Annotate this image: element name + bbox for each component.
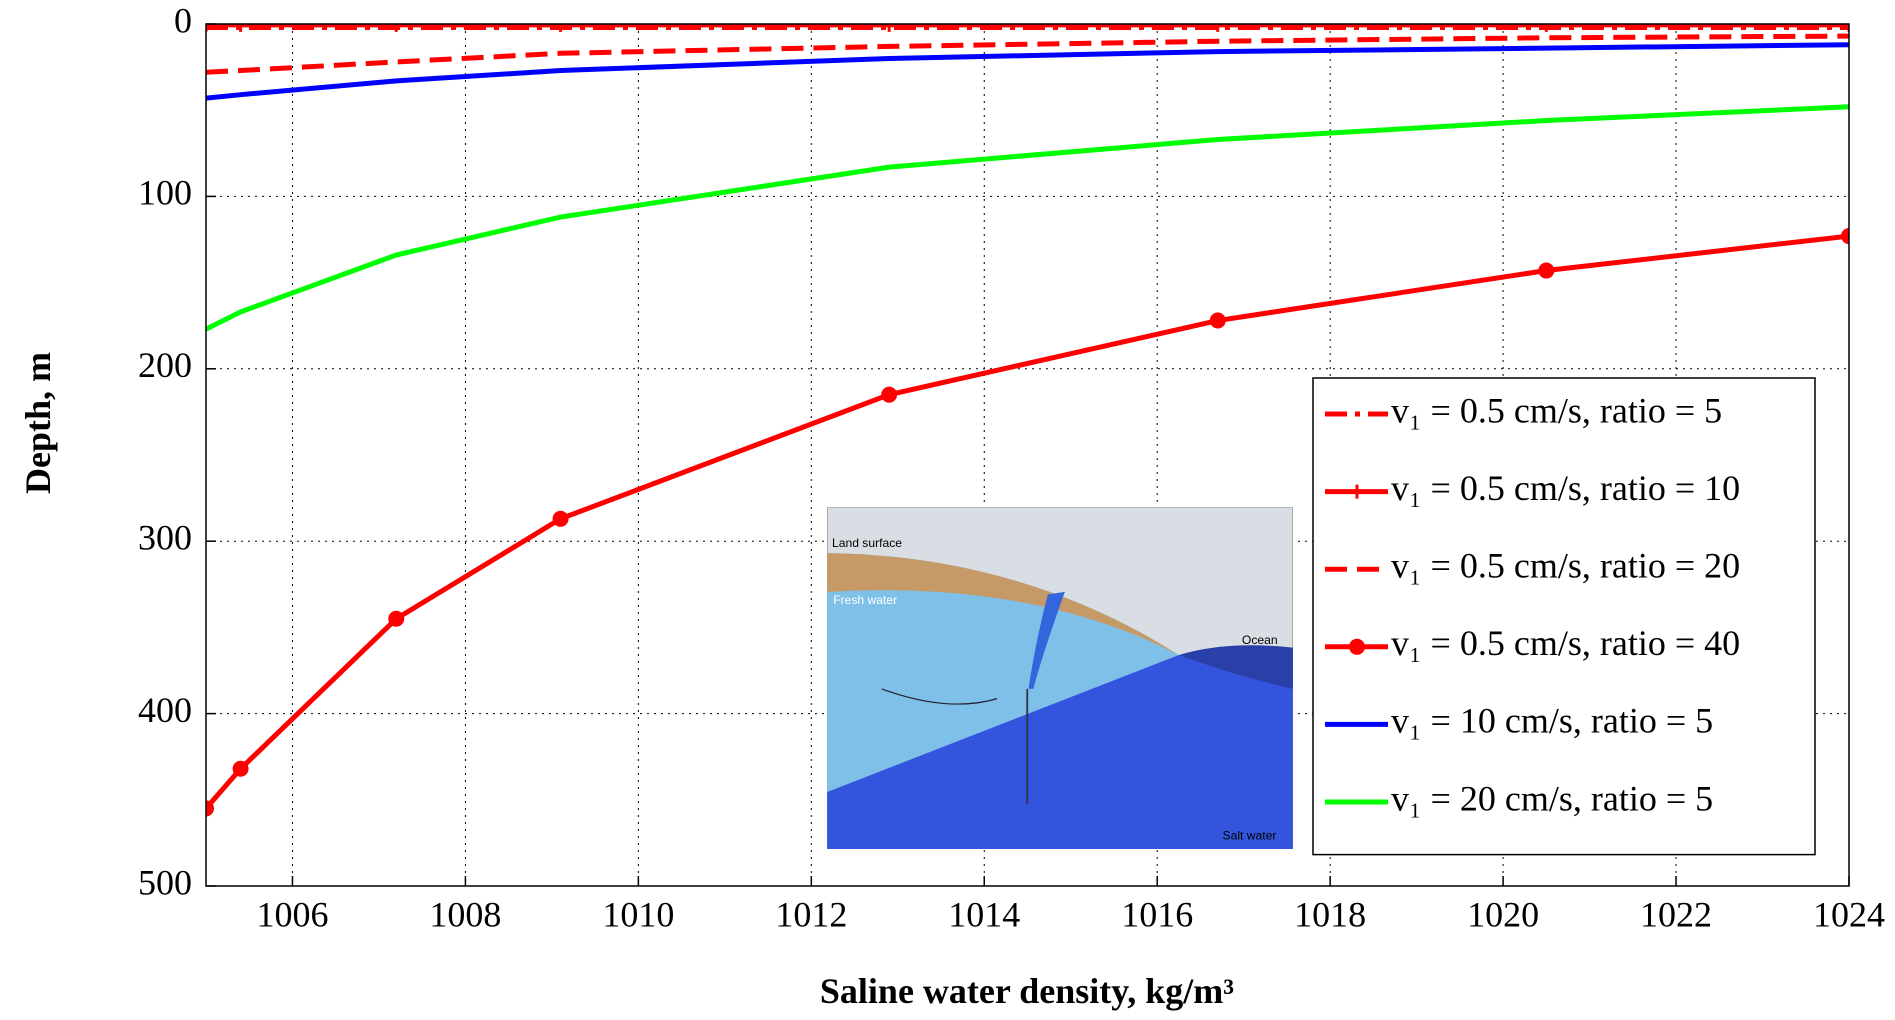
marker — [882, 24, 897, 32]
x-tick-label: 1012 — [775, 894, 847, 934]
x-tick-label: 1020 — [1467, 894, 1539, 934]
marker — [1209, 312, 1226, 329]
x-tick-label: 1014 — [948, 894, 1020, 934]
y-tick-label: 400 — [138, 690, 192, 730]
inset-label: Ocean — [1242, 633, 1278, 647]
y-tick-label: 300 — [138, 517, 192, 557]
marker — [206, 800, 214, 817]
x-tick-label: 1010 — [602, 894, 674, 934]
marker — [552, 510, 569, 527]
x-tick-label: 1018 — [1294, 894, 1366, 934]
y-tick-label: 500 — [138, 862, 192, 902]
legend-box — [1312, 377, 1816, 856]
marker — [881, 386, 898, 403]
series-line — [206, 33, 1849, 75]
marker — [1841, 228, 1849, 245]
legend-label: v₁ = 0.5 cm/s, ratio = 5 — [1391, 390, 1722, 430]
legend-marker — [1349, 638, 1365, 655]
y-tick-label: 200 — [138, 345, 192, 385]
x-tick-label: 1016 — [1121, 894, 1193, 934]
marker — [389, 24, 404, 32]
marker — [1210, 24, 1225, 32]
plot-frame — [205, 23, 1850, 887]
legend-label: v₁ = 10 cm/s, ratio = 5 — [1391, 701, 1713, 741]
spring — [1028, 591, 1065, 689]
inset-label: Land surface — [832, 536, 902, 550]
flow — [881, 688, 998, 705]
inset: Land surface Fresh water Ocean Salt wate… — [827, 507, 1293, 849]
marker — [233, 24, 248, 32]
legend-marker — [1350, 484, 1364, 499]
marker — [1539, 24, 1554, 32]
marker — [1842, 24, 1849, 32]
x-tick-label: 1022 — [1640, 894, 1712, 934]
legend-label: v₁ = 0.5 cm/s, ratio = 10 — [1391, 468, 1740, 508]
inset-label: Salt water — [1223, 828, 1277, 842]
ocean — [1178, 645, 1293, 689]
inset-diagram: Land surface Fresh water Ocean Salt wate… — [827, 507, 1293, 849]
legend-label: v₁ = 20 cm/s, ratio = 5 — [1391, 778, 1713, 818]
x-axis-label: Saline water density, kg/m³ — [820, 971, 1234, 1011]
series-line — [206, 42, 1849, 101]
legend-label: v₁ = 0.5 cm/s, ratio = 40 — [1391, 623, 1740, 663]
y-tick-label: 100 — [138, 173, 192, 213]
land — [827, 553, 1179, 655]
x-tick-label: 1008 — [429, 894, 501, 934]
x-tick-label: 1006 — [256, 894, 328, 934]
inset-label: Fresh water — [833, 593, 897, 607]
legend-label: v₁ = 0.5 cm/s, ratio = 20 — [1391, 545, 1740, 585]
series-line — [206, 233, 1849, 811]
series-line — [206, 104, 1849, 332]
marker — [553, 24, 568, 32]
marker — [206, 24, 213, 32]
salt-water — [827, 650, 1293, 849]
y-tick-label: 0 — [174, 0, 192, 40]
marker — [232, 760, 249, 777]
x-tick-label: 1024 — [1813, 894, 1885, 934]
y-axis-label: Depth, m — [18, 352, 58, 494]
marker — [388, 610, 405, 627]
marker — [1538, 262, 1555, 279]
